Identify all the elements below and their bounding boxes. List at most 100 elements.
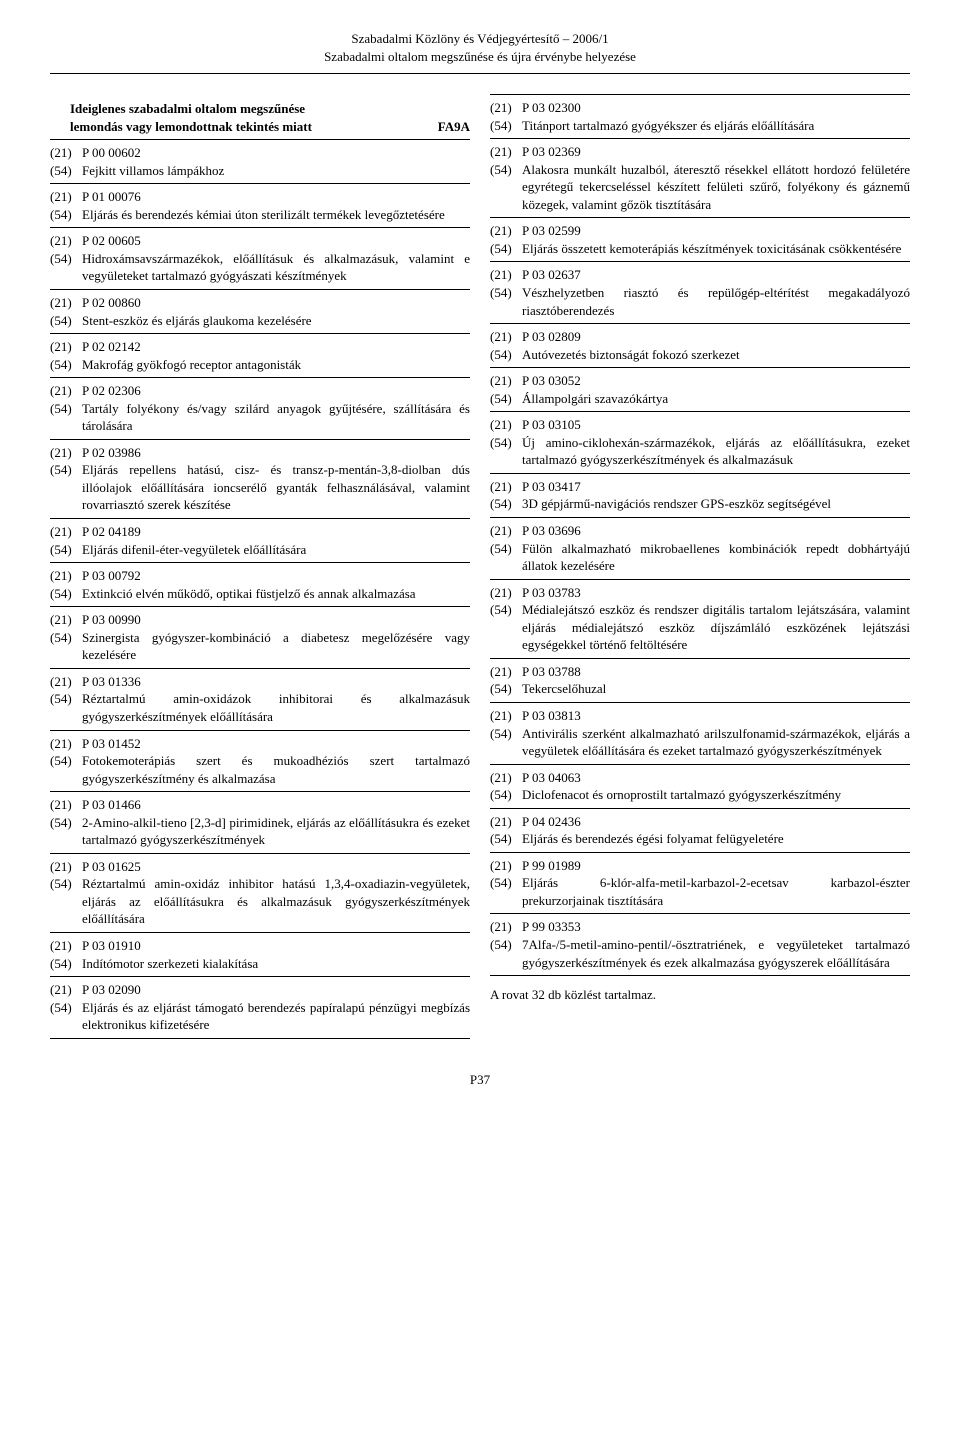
invention-title: Eljárás repellens hatású, cisz- és trans… bbox=[82, 461, 470, 514]
gazette-entry: (21)P 04 02436(54)Eljárás és berendezés … bbox=[490, 808, 910, 853]
invention-title: Diclofenacot és ornoprostilt tartalmazó … bbox=[522, 786, 910, 804]
field-code-54: (54) bbox=[490, 284, 522, 319]
gazette-entry: (21)P 99 01989(54)Eljárás 6-klór-alfa-me… bbox=[490, 852, 910, 915]
field-code-21: (21) bbox=[490, 584, 522, 602]
field-code-21: (21) bbox=[50, 673, 82, 691]
field-code-21: (21) bbox=[490, 99, 522, 117]
gazette-entry: (21)P 03 01336(54)Réztartalmú amin-oxidá… bbox=[50, 668, 470, 731]
field-code-21: (21) bbox=[490, 328, 522, 346]
application-number: P 03 00792 bbox=[82, 567, 470, 585]
application-number: P 03 03105 bbox=[522, 416, 910, 434]
gazette-entry: (21)P 02 00860(54)Stent-eszköz és eljárá… bbox=[50, 289, 470, 334]
field-code-54: (54) bbox=[50, 999, 82, 1034]
application-number: P 03 01452 bbox=[82, 735, 470, 753]
field-code-54: (54) bbox=[50, 814, 82, 849]
field-code-54: (54) bbox=[490, 240, 522, 258]
application-number: P 03 02637 bbox=[522, 266, 910, 284]
field-code-54: (54) bbox=[50, 250, 82, 285]
invention-title: Titánport tartalmazó gyógyékszer és eljá… bbox=[522, 117, 910, 135]
application-number: P 99 03353 bbox=[522, 918, 910, 936]
invention-title: Eljárás és berendezés égési folyamat fel… bbox=[522, 830, 910, 848]
field-code-54: (54) bbox=[490, 495, 522, 513]
application-number: P 03 03783 bbox=[522, 584, 910, 602]
right-column: (21)P 03 02300(54)Titánport tartalmazó g… bbox=[490, 94, 910, 1043]
field-code-54: (54) bbox=[490, 434, 522, 469]
field-code-54: (54) bbox=[490, 601, 522, 654]
invention-title: Eljárás difenil-éter-vegyületek előállít… bbox=[82, 541, 470, 559]
field-code-21: (21) bbox=[50, 294, 82, 312]
invention-title: Tekercselőhuzal bbox=[522, 680, 910, 698]
field-code-21: (21) bbox=[50, 796, 82, 814]
application-number: P 03 02369 bbox=[522, 143, 910, 161]
invention-title: Stent-eszköz és eljárás glaukoma kezelés… bbox=[82, 312, 470, 330]
field-code-21: (21) bbox=[490, 222, 522, 240]
invention-title: Hidroxámsavszármazékok, előállításuk és … bbox=[82, 250, 470, 285]
field-code-21: (21) bbox=[490, 522, 522, 540]
application-number: P 03 02090 bbox=[82, 981, 470, 999]
application-number: P 02 03986 bbox=[82, 444, 470, 462]
invention-title: Vészhelyzetben riasztó és repülőgép-elté… bbox=[522, 284, 910, 319]
gazette-entry: (21)P 02 03986(54)Eljárás repellens hatá… bbox=[50, 439, 470, 519]
field-code-54: (54) bbox=[490, 936, 522, 971]
field-code-54: (54) bbox=[490, 540, 522, 575]
field-code-54: (54) bbox=[50, 461, 82, 514]
gazette-entry: (21)P 03 03417(54)3D gépjármű-navigációs… bbox=[490, 473, 910, 518]
field-code-21: (21) bbox=[50, 144, 82, 162]
field-code-21: (21) bbox=[50, 735, 82, 753]
header-title-2: Szabadalmi oltalom megszűnése és újra ér… bbox=[50, 48, 910, 66]
section-title-line1: Ideiglenes szabadalmi oltalom megszűnése bbox=[70, 100, 470, 118]
application-number: P 03 02300 bbox=[522, 99, 910, 117]
gazette-entry: (21)P 03 02369(54)Alakosra munkált huzal… bbox=[490, 138, 910, 218]
field-code-54: (54) bbox=[490, 161, 522, 214]
application-number: P 03 03052 bbox=[522, 372, 910, 390]
gazette-entry: (21)P 03 02809(54)Autóvezetés biztonságá… bbox=[490, 323, 910, 368]
field-code-21: (21) bbox=[490, 707, 522, 725]
field-code-21: (21) bbox=[490, 143, 522, 161]
field-code-21: (21) bbox=[50, 567, 82, 585]
field-code-21: (21) bbox=[490, 416, 522, 434]
field-code-54: (54) bbox=[50, 955, 82, 973]
section-footer-note: A rovat 32 db közlést tartalmaz. bbox=[490, 986, 910, 1004]
page-number: P37 bbox=[50, 1071, 910, 1089]
content-columns: Ideiglenes szabadalmi oltalom megszűnése… bbox=[50, 94, 910, 1043]
field-code-54: (54) bbox=[50, 875, 82, 928]
invention-title: Fülön alkalmazható mikrobaellenes kombin… bbox=[522, 540, 910, 575]
gazette-entry: (21)P 03 02090(54)Eljárás és az eljárást… bbox=[50, 976, 470, 1039]
invention-title: Tartály folyékony és/vagy szilárd anyago… bbox=[82, 400, 470, 435]
field-code-54: (54) bbox=[490, 830, 522, 848]
invention-title: Autóvezetés biztonságát fokozó szerkezet bbox=[522, 346, 910, 364]
application-number: P 01 00076 bbox=[82, 188, 470, 206]
application-number: P 03 01625 bbox=[82, 858, 470, 876]
field-code-54: (54) bbox=[50, 356, 82, 374]
section-heading: Ideiglenes szabadalmi oltalom megszűnése… bbox=[70, 100, 470, 135]
invention-title: Extinkció elvén működő, optikai füstjelz… bbox=[82, 585, 470, 603]
application-number: P 03 01910 bbox=[82, 937, 470, 955]
application-number: P 03 02809 bbox=[522, 328, 910, 346]
field-code-54: (54) bbox=[50, 752, 82, 787]
gazette-entry: (21)P 02 04189(54)Eljárás difenil-éter-v… bbox=[50, 518, 470, 563]
invention-title: Szinergista gyógyszer-kombináció a diabe… bbox=[82, 629, 470, 664]
application-number: P 02 04189 bbox=[82, 523, 470, 541]
gazette-entry: (21)P 03 02300(54)Titánport tartalmazó g… bbox=[490, 94, 910, 139]
field-code-54: (54) bbox=[50, 162, 82, 180]
field-code-21: (21) bbox=[50, 937, 82, 955]
application-number: P 03 03788 bbox=[522, 663, 910, 681]
gazette-entry: (21)P 03 03052(54)Állampolgári szavazóká… bbox=[490, 367, 910, 412]
field-code-21: (21) bbox=[50, 611, 82, 629]
invention-title: Fejkitt villamos lámpákhoz bbox=[82, 162, 470, 180]
page-header: Szabadalmi Közlöny és Védjegyértesítő – … bbox=[50, 30, 910, 65]
application-number: P 03 03813 bbox=[522, 707, 910, 725]
invention-title: Eljárás és az eljárást támogató berendez… bbox=[82, 999, 470, 1034]
invention-title: Eljárás 6-klór-alfa-metil-karbazol-2-ece… bbox=[522, 874, 910, 909]
gazette-entry: (21)P 03 02637(54)Vészhelyzetben riasztó… bbox=[490, 261, 910, 324]
gazette-entry: (21)P 03 02599(54)Eljárás összetett kemo… bbox=[490, 217, 910, 262]
field-code-21: (21) bbox=[490, 478, 522, 496]
field-code-21: (21) bbox=[50, 188, 82, 206]
application-number: P 02 02306 bbox=[82, 382, 470, 400]
field-code-54: (54) bbox=[490, 725, 522, 760]
field-code-54: (54) bbox=[50, 629, 82, 664]
invention-title: Eljárás és berendezés kémiai úton steril… bbox=[82, 206, 470, 224]
section-code: FA9A bbox=[438, 118, 470, 136]
gazette-entry: (21)P 02 02306(54)Tartály folyékony és/v… bbox=[50, 377, 470, 440]
field-code-21: (21) bbox=[490, 918, 522, 936]
